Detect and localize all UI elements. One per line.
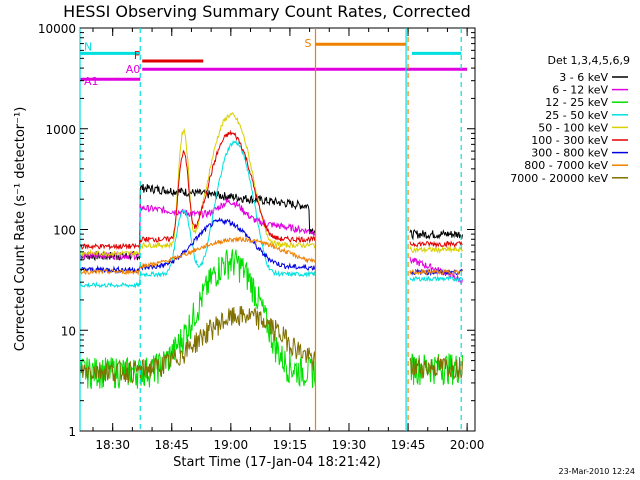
legend-item-label: 7000 - 20000 keV bbox=[510, 172, 608, 185]
legend-item-label: 300 - 800 keV bbox=[531, 147, 608, 160]
legend-item-label: 800 - 7000 keV bbox=[524, 159, 608, 172]
x-tick-label: 19:15 bbox=[273, 438, 308, 452]
x-tick-label: 19:00 bbox=[214, 438, 249, 452]
series-line-9 bbox=[79, 305, 463, 384]
series-line-6 bbox=[79, 129, 463, 251]
x-tick-label: 19:45 bbox=[391, 438, 426, 452]
flag-label-n: N bbox=[84, 40, 92, 53]
legend-item-label: 50 - 100 keV bbox=[538, 121, 608, 134]
y-tick-label: 10000 bbox=[38, 22, 76, 36]
series-line-8 bbox=[79, 236, 463, 277]
flag-label-s: S bbox=[305, 37, 312, 50]
chart-title: HESSI Observing Summary Count Rates, Cor… bbox=[63, 2, 471, 21]
flag-label-f: F bbox=[134, 49, 140, 62]
series-line-4 bbox=[79, 139, 463, 289]
y-tick-label: 1000 bbox=[45, 123, 76, 137]
series-line-5 bbox=[79, 112, 463, 258]
flag-label-a1: A1 bbox=[84, 75, 99, 88]
x-tick-label: 19:30 bbox=[332, 438, 367, 452]
data-layer bbox=[79, 112, 463, 390]
y-tick-label: 10 bbox=[61, 324, 76, 338]
legend-item-label: 6 - 12 keV bbox=[552, 84, 608, 97]
axis-layer: 18:30 18:45 19:00 19:15 19:30 19:45 20:00 1 10 10… bbox=[38, 22, 485, 452]
y-tick-label: 100 bbox=[53, 224, 76, 238]
flag-layer: N FA0 A1 S bbox=[80, 37, 468, 88]
x-tick-label: 18:45 bbox=[154, 438, 189, 452]
legend-item-label: 25 - 50 keV bbox=[545, 109, 608, 122]
x-axis-label: Start Time (17-Jan-04 18:21:42) bbox=[173, 455, 381, 470]
legend-title: Det 1,3,4,5,6,9 bbox=[547, 54, 630, 67]
y-axis-label: Corrected Count Rate (s⁻¹ detector⁻¹) bbox=[13, 107, 28, 352]
legend-item-label: 3 - 6 keV bbox=[559, 71, 608, 84]
legend-item-label: 12 - 25 keV bbox=[545, 96, 608, 109]
y-tick-label: 1 bbox=[68, 425, 76, 439]
series-line-1 bbox=[79, 184, 463, 262]
x-tick-label: 18:30 bbox=[95, 438, 130, 452]
footer-date: 23-Mar-2010 12:24 bbox=[559, 467, 636, 476]
x-tick-label: 20:00 bbox=[450, 438, 485, 452]
legend-item-label: 100 - 300 keV bbox=[531, 134, 608, 147]
flag-label-a0: A0 bbox=[126, 63, 141, 76]
